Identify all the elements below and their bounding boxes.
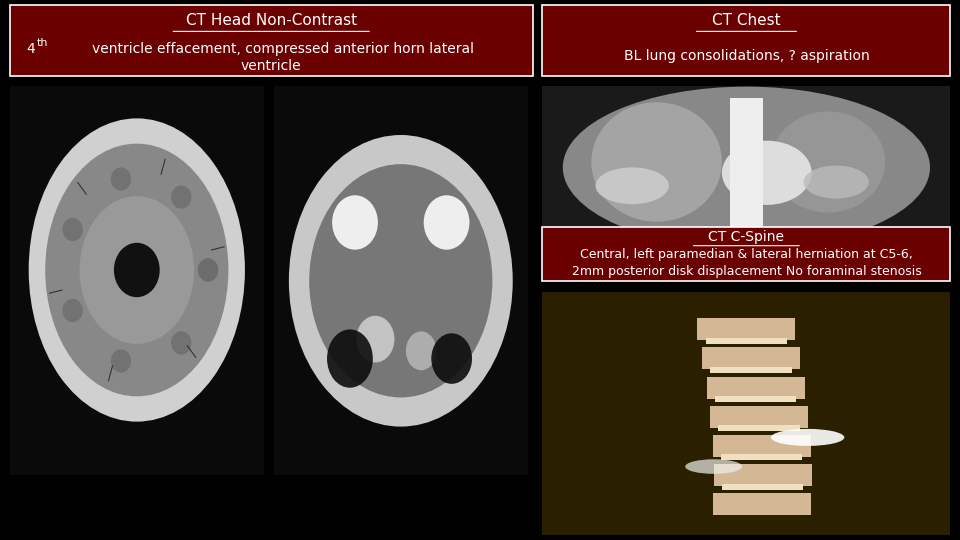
Bar [713, 494, 811, 515]
Ellipse shape [771, 429, 845, 446]
Bar [542, 5, 950, 76]
Ellipse shape [595, 167, 669, 204]
Text: CT Chest: CT Chest [712, 14, 780, 28]
Ellipse shape [198, 258, 218, 282]
Ellipse shape [110, 167, 132, 191]
Ellipse shape [327, 329, 372, 388]
Ellipse shape [45, 144, 228, 396]
Bar [715, 396, 797, 402]
Ellipse shape [171, 185, 191, 208]
Ellipse shape [80, 196, 194, 344]
Bar [542, 292, 950, 535]
Text: th: th [36, 38, 48, 48]
Ellipse shape [722, 140, 811, 205]
Bar [722, 484, 804, 490]
Bar [730, 98, 762, 237]
Ellipse shape [309, 164, 492, 397]
Bar [710, 367, 792, 373]
Bar [718, 426, 800, 431]
Ellipse shape [431, 333, 472, 384]
Bar [712, 435, 810, 457]
Bar [274, 86, 528, 475]
Bar [710, 406, 808, 428]
Bar [703, 348, 801, 369]
Ellipse shape [563, 86, 930, 248]
Ellipse shape [406, 332, 437, 370]
Ellipse shape [289, 135, 513, 427]
Text: ventricle: ventricle [241, 59, 301, 73]
Bar [542, 86, 950, 270]
Bar [542, 227, 950, 281]
Ellipse shape [332, 195, 378, 249]
Bar [706, 338, 787, 344]
Bar [707, 377, 804, 399]
Text: Central, left paramedian & lateral herniation at C5-6,: Central, left paramedian & lateral herni… [580, 248, 913, 261]
Ellipse shape [356, 316, 395, 362]
Bar [721, 454, 803, 461]
Ellipse shape [29, 118, 245, 422]
Text: ventricle effacement, compressed anterior horn lateral: ventricle effacement, compressed anterio… [92, 42, 473, 56]
Text: CT C-Spine: CT C-Spine [708, 230, 784, 244]
Ellipse shape [114, 243, 159, 297]
Bar [10, 86, 264, 475]
Bar [10, 5, 533, 76]
Bar [713, 464, 811, 486]
Text: 4: 4 [27, 42, 36, 56]
Ellipse shape [171, 332, 191, 355]
Ellipse shape [423, 195, 469, 249]
Ellipse shape [110, 349, 132, 373]
Text: 2mm posterior disk displacement No foraminal stenosis: 2mm posterior disk displacement No foram… [571, 265, 922, 278]
Ellipse shape [62, 218, 83, 241]
Text: BL lung consolidations, ? aspiration: BL lung consolidations, ? aspiration [624, 49, 869, 63]
Text: CT Head Non-Contrast: CT Head Non-Contrast [185, 14, 357, 28]
Ellipse shape [198, 258, 218, 282]
Ellipse shape [685, 459, 742, 474]
Bar [697, 318, 795, 340]
Ellipse shape [591, 102, 722, 221]
Ellipse shape [804, 166, 869, 199]
Ellipse shape [62, 299, 83, 322]
Ellipse shape [771, 111, 885, 212]
